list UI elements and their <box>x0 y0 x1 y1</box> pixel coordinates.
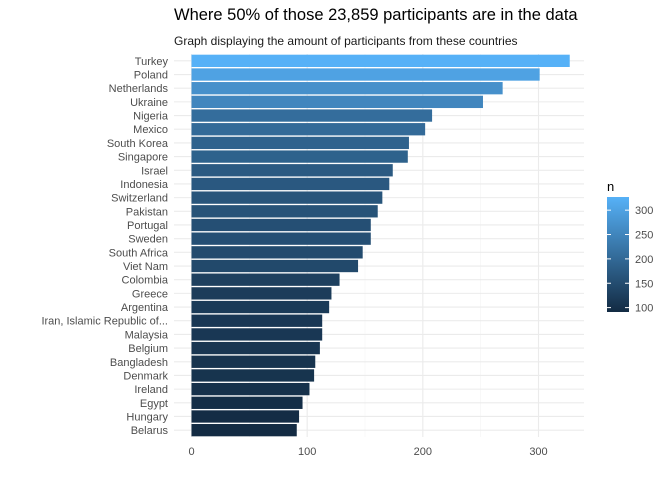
bar-switzerland <box>191 191 383 204</box>
bar-netherlands <box>191 82 503 95</box>
x-tick-label: 300 <box>529 446 547 458</box>
y-tick-label: Egypt <box>140 398 168 410</box>
bar-malaysia <box>191 328 323 341</box>
bar-egypt <box>191 396 303 409</box>
legend-tick-label: 250 <box>635 230 653 242</box>
bar-south-korea <box>191 136 409 150</box>
bar-belarus <box>191 424 297 437</box>
colorbar <box>607 197 629 312</box>
y-tick-label: Pakistan <box>126 206 168 218</box>
y-tick-label: Colombia <box>122 275 169 287</box>
y-tick-label: Switzerland <box>111 193 168 205</box>
bar-argentina <box>191 300 330 314</box>
y-tick-label: Greece <box>132 288 168 300</box>
bar-mexico <box>191 123 426 136</box>
y-tick-label: South Korea <box>107 138 169 150</box>
y-tick-label: Viet Nam <box>123 261 168 273</box>
y-tick-label: Nigeria <box>133 111 169 123</box>
legend-tick-label: 200 <box>635 254 653 266</box>
bar-poland <box>191 68 540 81</box>
y-tick-label: Poland <box>134 70 168 82</box>
bar-belgium <box>191 341 320 355</box>
bar-ireland <box>191 382 310 396</box>
legend-title: n <box>607 179 615 194</box>
y-tick-label: Argentina <box>121 302 169 314</box>
bar-pakistan <box>191 205 378 218</box>
x-tick-label: 200 <box>414 446 432 458</box>
y-tick-label: Iran, Islamic Republic of... <box>41 316 168 328</box>
y-tick-label: Ireland <box>134 384 168 396</box>
y-tick-label: Sweden <box>128 234 168 246</box>
y-tick-label: Mexico <box>133 124 168 136</box>
bar-turkey <box>191 54 570 67</box>
bar-viet-nam <box>191 259 359 273</box>
x-tick-label: 100 <box>298 446 316 458</box>
bar-hungary <box>191 410 300 423</box>
y-tick-label: Turkey <box>135 56 169 68</box>
bar-colombia <box>191 273 340 286</box>
x-tick-label: 0 <box>188 446 194 458</box>
legend-tick-label: 100 <box>635 303 653 315</box>
legend-tick-label: 150 <box>635 278 653 290</box>
bar-south-africa <box>191 246 363 259</box>
bar-ukraine <box>191 95 483 109</box>
y-tick-label: Malaysia <box>125 329 169 341</box>
y-tick-label: Indonesia <box>120 179 169 191</box>
y-tick-label: Hungary <box>126 411 168 423</box>
bar-israel <box>191 164 393 177</box>
bar-bangladesh <box>191 355 316 368</box>
y-tick-label: Israel <box>141 165 168 177</box>
legend-tick-label: 300 <box>635 205 653 217</box>
chart-subtitle: Graph displaying the amount of participa… <box>174 34 518 48</box>
y-tick-label: Belgium <box>128 343 168 355</box>
y-tick-label: Ukraine <box>130 97 168 109</box>
y-tick-label: Denmark <box>123 370 168 382</box>
y-tick-label: Netherlands <box>109 83 169 95</box>
bar-denmark <box>191 369 315 382</box>
chart-title: Where 50% of those 23,859 participants a… <box>174 6 578 24</box>
y-tick-label: Belarus <box>131 425 169 437</box>
bar-greece <box>191 287 332 300</box>
bar-nigeria <box>191 109 433 122</box>
y-tick-label: Singapore <box>118 152 168 164</box>
bar-portugal <box>191 218 371 232</box>
y-tick-label: Bangladesh <box>110 357 168 369</box>
bar-singapore <box>191 150 408 163</box>
bar-indonesia <box>191 177 390 191</box>
bars <box>191 54 570 437</box>
y-tick-label: South Africa <box>109 247 169 259</box>
bar-sweden <box>191 232 371 245</box>
bar-iran-islamic-republic-of- <box>191 314 323 327</box>
y-tick-label: Portugal <box>127 220 168 232</box>
color-legend: 100 150 200 250 300 <box>607 197 653 315</box>
x-axis-labels: 0 100 200 300 <box>188 446 547 458</box>
